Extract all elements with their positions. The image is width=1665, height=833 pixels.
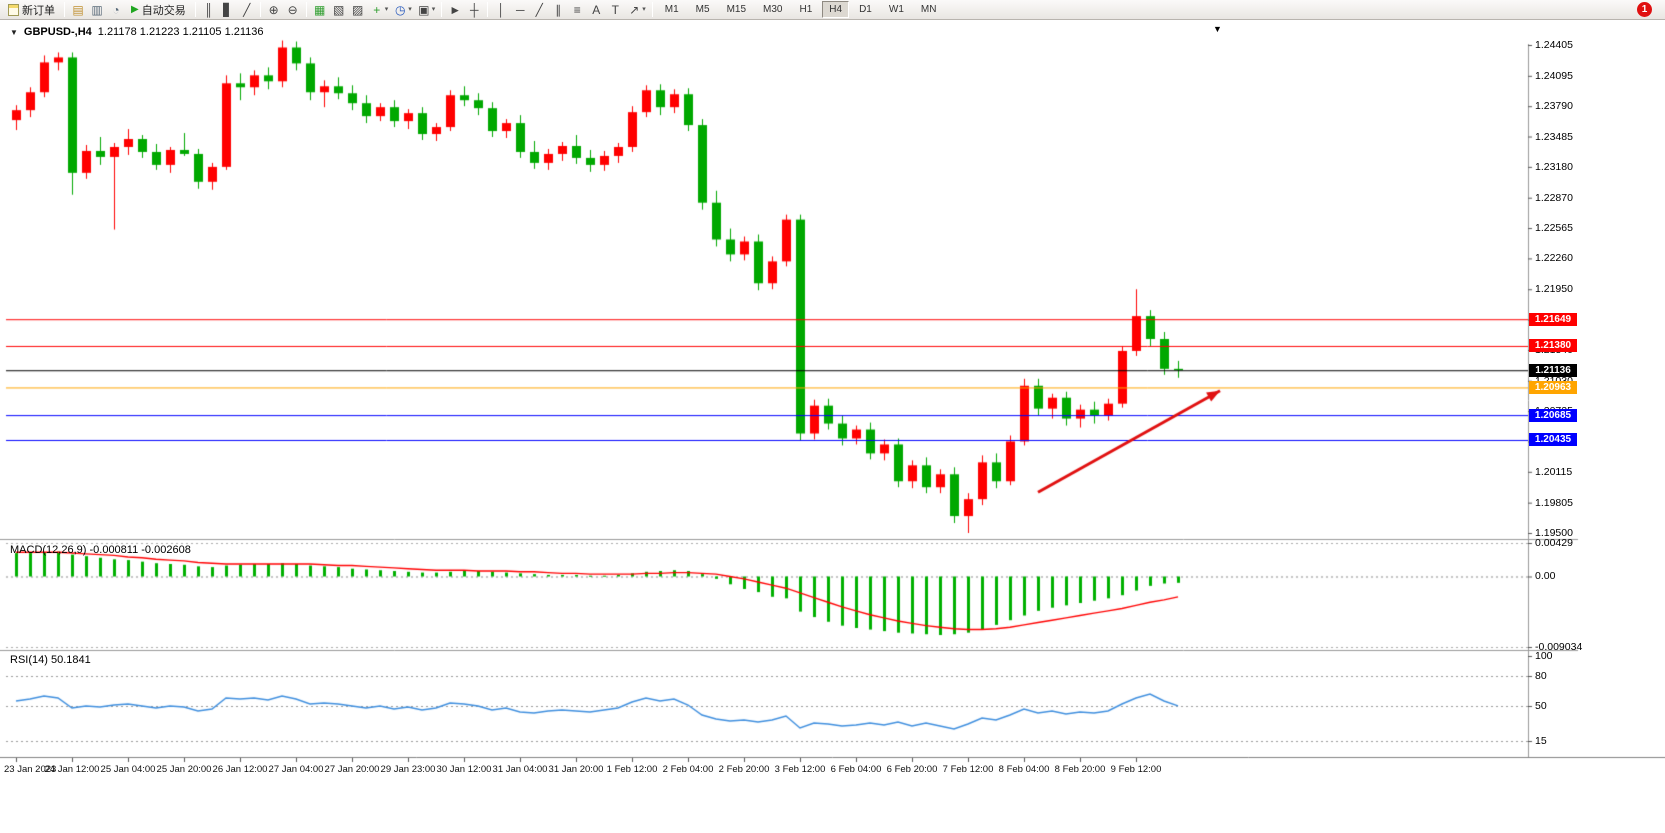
dropdown-caret-icon[interactable]: ▾ xyxy=(431,6,436,13)
scroll-end-marker-icon[interactable]: ▼ xyxy=(1213,24,1222,34)
candlestick-chart-icon: ▋ xyxy=(223,2,233,17)
bar-chart-icon: ║ xyxy=(204,2,213,17)
arrows-icon[interactable]: ↗ ▾ xyxy=(625,1,648,19)
bar-chart-icon[interactable]: ║ xyxy=(200,1,218,19)
vertical-line-icon[interactable]: │ xyxy=(492,1,510,19)
horizontal-line-icon[interactable]: ─ xyxy=(511,1,529,19)
timeframe-d1-button[interactable]: D1 xyxy=(859,4,872,15)
toolbar-separator xyxy=(487,2,489,17)
chart-window: ▼ GBPUSD-,H4 1.21178 1.21223 1.21105 1.2… xyxy=(0,20,1665,833)
new-order-button[interactable]: 新订单 xyxy=(3,1,60,19)
timeframe-m15-button[interactable]: M15 xyxy=(726,4,747,15)
data-window-icon[interactable]: ▥ xyxy=(88,1,106,19)
timeframe-w1-button[interactable]: W1 xyxy=(888,4,904,15)
add-indicator-icon: + xyxy=(373,2,381,17)
ohlc-values: 1.21178 1.21223 1.21105 1.21136 xyxy=(97,26,264,38)
line-chart-icon: ╱ xyxy=(243,2,251,17)
chart-title: ▼ GBPUSD-,H4 1.21178 1.21223 1.21105 1.2… xyxy=(10,26,264,38)
tile-windows-icon: ▦ xyxy=(314,2,326,17)
timeframe-h4-button[interactable]: H4 xyxy=(822,1,850,18)
zoom-in-icon: ⊕ xyxy=(268,2,279,17)
channel-icon: ∥ xyxy=(555,2,562,17)
rsi-value: 50.1841 xyxy=(50,654,91,666)
symbol-label: GBPUSD-,H4 xyxy=(23,26,92,38)
timeframe-m5-button[interactable]: M5 xyxy=(695,4,710,15)
text-label-icon: T xyxy=(611,2,619,17)
toolbar: 新订单 ▤ ▥ ◔ ▶ 自动交易 ║ ▋ ╱ ⊕ ⊖ ▦ ▧ ▨ + ▾ ◷ ▾ ▣ ▾ ► ┼ │ ─ ╱ ∥ ≡ A T ↗ ▾… xyxy=(0,0,1665,20)
toolbar-separator xyxy=(64,2,65,17)
play-icon: ▶ xyxy=(131,4,139,15)
trendline-icon: ╱ xyxy=(535,2,543,17)
dropdown-caret-icon[interactable]: ▾ xyxy=(642,6,646,13)
toolbar-separator xyxy=(651,2,653,17)
new-chart-icon: ▧ xyxy=(333,2,345,17)
timeframe-h1-button[interactable]: H1 xyxy=(799,4,813,15)
collapse-triangle-icon[interactable]: ▼ xyxy=(10,27,18,37)
zoom-out-icon[interactable]: ⊖ xyxy=(284,1,302,19)
zoom-in-icon[interactable]: ⊕ xyxy=(265,1,283,19)
crosshair-icon[interactable]: ┼ xyxy=(465,1,483,19)
fibonacci-icon: ≡ xyxy=(573,2,581,17)
chart-list-icon[interactable]: ▨ xyxy=(349,1,367,19)
auto-trading-label: 自动交易 xyxy=(141,4,186,17)
timeframe-m1-button[interactable]: M1 xyxy=(664,4,679,15)
macd-label: MACD(12,26,9) -0.000811 -0.002608 xyxy=(10,544,191,556)
rsi-name: RSI(14) xyxy=(10,654,48,666)
cursor-icon[interactable]: ► xyxy=(446,1,464,19)
toolbar-separator xyxy=(194,2,196,17)
price-chart-canvas[interactable] xyxy=(0,20,1665,833)
zoom-out-icon: ⊖ xyxy=(287,2,298,17)
trendline-icon[interactable]: ╱ xyxy=(530,1,548,19)
templates-icon: ▣ xyxy=(418,2,430,17)
templates-icon[interactable]: ▣ ▾ xyxy=(415,1,438,19)
periods-icon[interactable]: ◷ ▾ xyxy=(391,1,414,19)
alerts-badge[interactable]: 1 xyxy=(1637,2,1652,17)
charts-profile-icon[interactable]: ▤ xyxy=(69,1,87,19)
new-order-label: 新订单 xyxy=(22,4,55,17)
tile-windows-icon[interactable]: ▦ xyxy=(311,1,329,19)
arrows-icon: ↗ xyxy=(629,2,640,17)
auto-trading-button[interactable]: ▶ 自动交易 xyxy=(126,1,191,19)
dropdown-caret-icon[interactable]: ▾ xyxy=(384,6,389,13)
text-label-icon[interactable]: T xyxy=(606,1,624,19)
navigator-icon: ◔ xyxy=(112,2,120,17)
macd-values: -0.000811 -0.002608 xyxy=(89,544,191,556)
text-icon: A xyxy=(592,2,601,17)
toolbar-separator xyxy=(305,2,307,17)
vertical-line-icon: │ xyxy=(497,2,506,17)
timeframe-m30-button[interactable]: M30 xyxy=(763,4,783,15)
navigator-icon[interactable]: ◔ xyxy=(107,1,125,19)
text-icon[interactable]: A xyxy=(587,1,605,19)
timeframe-mn-button[interactable]: MN xyxy=(920,4,937,15)
rsi-label: RSI(14) 50.1841 xyxy=(10,654,91,666)
toolbar-separator xyxy=(441,2,443,17)
new-order-icon xyxy=(8,3,19,16)
crosshair-icon: ┼ xyxy=(469,2,479,17)
add-indicator-icon[interactable]: + ▾ xyxy=(368,1,391,19)
periods-icon: ◷ xyxy=(394,2,406,17)
horizontal-line-icon: ─ xyxy=(515,2,525,17)
fibonacci-icon[interactable]: ≡ xyxy=(568,1,586,19)
cursor-icon: ► xyxy=(449,2,462,17)
chart-list-icon: ▨ xyxy=(352,2,364,17)
data-window-icon: ▥ xyxy=(91,2,103,17)
macd-name: MACD(12,26,9) xyxy=(10,544,87,556)
toolbar-separator xyxy=(259,2,261,17)
charts-profile-icon: ▤ xyxy=(72,2,84,17)
candlestick-chart-icon[interactable]: ▋ xyxy=(219,1,237,19)
line-chart-icon[interactable]: ╱ xyxy=(238,1,256,19)
channel-icon[interactable]: ∥ xyxy=(549,1,567,19)
dropdown-caret-icon[interactable]: ▾ xyxy=(408,6,412,13)
new-chart-icon[interactable]: ▧ xyxy=(330,1,348,19)
